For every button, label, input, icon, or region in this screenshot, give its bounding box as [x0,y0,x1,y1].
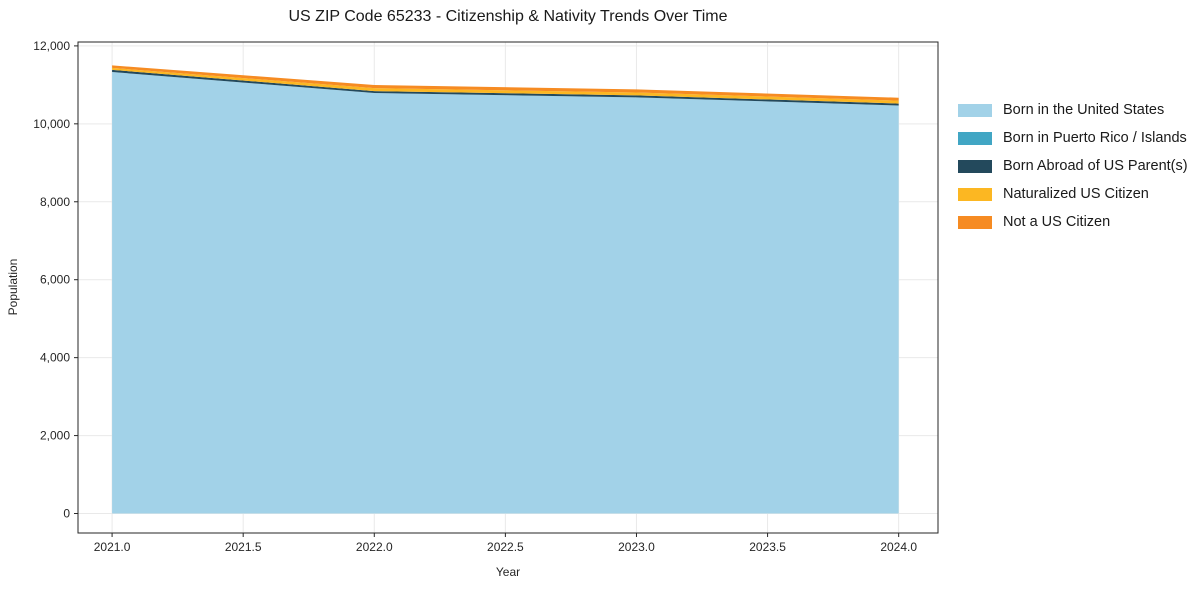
legend-item-1: Born in Puerto Rico / Islands [958,130,1188,146]
area-series-4 [112,65,899,101]
x-tick-label: 2021.0 [94,540,131,554]
legend-item-2: Born Abroad of US Parent(s) [958,158,1188,174]
area-series-0 [112,72,899,514]
legend-item-4: Not a US Citizen [958,214,1188,230]
legend-swatch-icon [958,160,992,173]
x-tick-label: 2024.0 [880,540,917,554]
y-tick-label: 0 [63,507,70,521]
legend: Born in the United States Born in Puerto … [958,102,1188,230]
y-tick-label: 4,000 [40,351,70,365]
y-tick-label: 12,000 [33,39,70,53]
legend-swatch-icon [958,188,992,201]
legend-swatch-icon [958,104,992,117]
legend-item-0: Born in the United States [958,102,1188,118]
y-axis-label: Population [6,258,20,316]
y-tick-label: 10,000 [33,117,70,131]
y-tick-label: 8,000 [40,195,70,209]
x-tick-label: 2023.5 [749,540,786,554]
legend-label: Born in the United States [1003,102,1165,118]
x-tick-label: 2022.5 [487,540,524,554]
legend-label: Born in Puerto Rico / Islands [1003,130,1187,146]
chart-title: US ZIP Code 65233 - Citizenship & Nativi… [288,8,728,25]
legend-label: Born Abroad of US Parent(s) [1003,158,1188,174]
x-axis-label: Year [495,565,521,579]
legend-label: Naturalized US Citizen [1003,186,1149,202]
y-tick-label: 2,000 [40,429,70,443]
legend-label: Not a US Citizen [1003,214,1111,230]
x-tick-label: 2021.5 [225,540,262,554]
legend-swatch-icon [958,132,992,145]
legend-item-3: Naturalized US Citizen [958,186,1188,202]
plot-frame [77,41,939,534]
area-series-2 [112,69,899,106]
x-tick-label: 2023.0 [618,540,655,554]
y-tick-label: 6,000 [40,273,70,287]
legend-swatch-icon [958,216,992,229]
x-tick-label: 2022.0 [356,540,393,554]
area-series-3 [112,67,899,104]
